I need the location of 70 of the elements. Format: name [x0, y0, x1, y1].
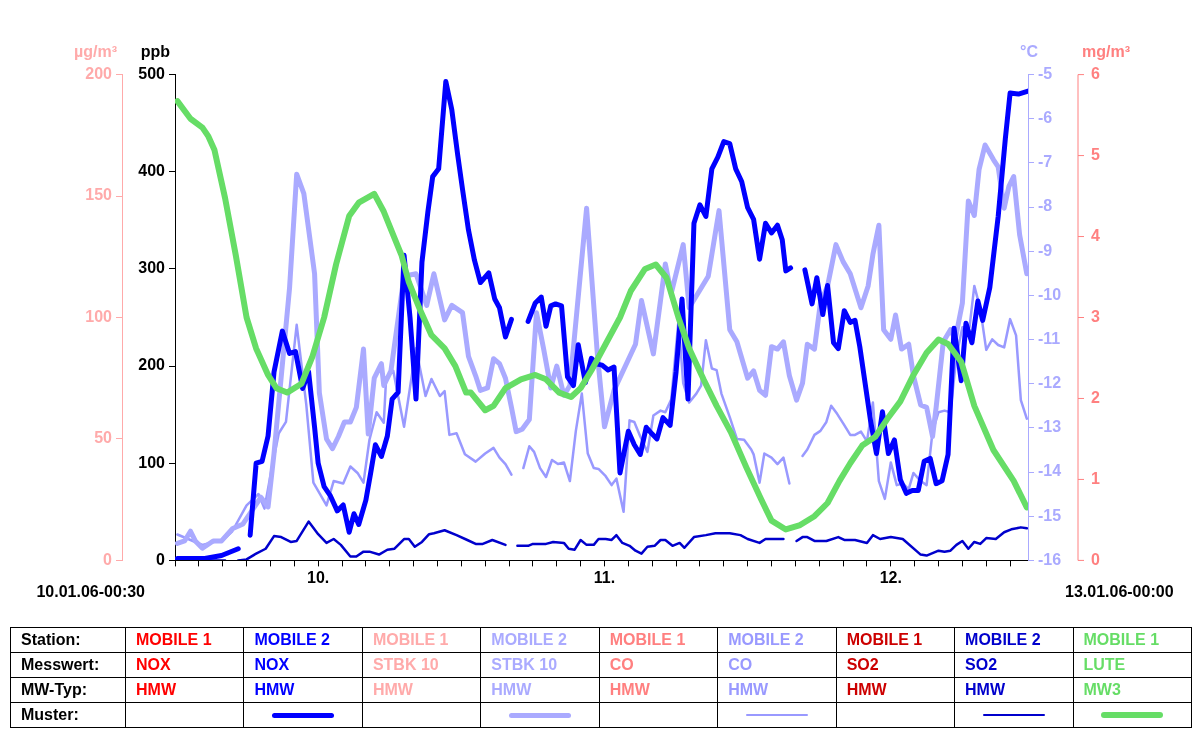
text: 13.01.06-00:00: [1065, 582, 1174, 600]
text: CO: [717, 652, 837, 678]
y3-tick-label: 3: [1091, 307, 1100, 325]
text: Messwert:: [10, 652, 126, 678]
y-tick-label: 500: [138, 65, 166, 83]
y-tick-label: 200: [138, 356, 166, 374]
y2-tick-label: 0: [103, 550, 113, 568]
y3-tick-label: 2: [1091, 388, 1100, 406]
y2-axis-title: µg/m³: [74, 43, 117, 61]
y3-tick-label: 5: [1091, 145, 1100, 163]
text: STBK 10: [362, 652, 481, 678]
y2-tick-label: 200: [85, 65, 113, 83]
y-tick-label: 100: [138, 453, 166, 471]
y-axis-title: °C: [1020, 43, 1039, 61]
y-tick-label: -15: [1038, 506, 1062, 524]
y-tick-label: 300: [138, 259, 166, 277]
y3-axis-title: mg/m³: [1082, 43, 1130, 61]
text: NOX: [125, 652, 244, 678]
text: HMW: [243, 677, 363, 703]
text: MOBILE 1: [836, 627, 955, 653]
x-tick-label: 11.: [593, 569, 616, 587]
text: MOBILE 2: [954, 627, 1073, 653]
text: NOX: [243, 652, 363, 678]
text: MOBILE 2: [480, 627, 600, 653]
y-tick-label: -5: [1038, 65, 1053, 83]
y3-tick-label: 0: [1091, 550, 1100, 568]
text: HMW: [125, 677, 244, 703]
text: MW3: [1073, 677, 1192, 703]
text: CO: [599, 652, 718, 678]
y-tick-label: -8: [1038, 197, 1053, 215]
y-tick-label: -9: [1038, 241, 1053, 259]
y-tick-label: -12: [1038, 374, 1062, 392]
text: MOBILE 1: [362, 627, 481, 653]
y-tick-label: -13: [1038, 418, 1062, 436]
text: HMW: [362, 677, 481, 703]
text: MOBILE 2: [243, 627, 363, 653]
text: MOBILE 1: [125, 627, 244, 653]
y2-tick-label: 50: [94, 429, 113, 447]
text: MOBILE 2: [717, 627, 837, 653]
y-tick-label: -16: [1038, 550, 1062, 568]
text: Muster:: [10, 702, 126, 728]
y-tick-label: 400: [138, 162, 166, 180]
y-tick-label: -11: [1038, 329, 1061, 347]
text: LUTE: [1073, 652, 1192, 678]
y-axis-title: ppb: [140, 43, 171, 61]
y-tick-label: -7: [1038, 153, 1053, 171]
text: HMW: [954, 677, 1073, 703]
y-tick-label: -6: [1038, 109, 1053, 127]
text: MOBILE 1: [1073, 627, 1192, 653]
text: HMW: [480, 677, 600, 703]
y3-tick-label: 6: [1091, 65, 1100, 83]
text: STBK 10: [480, 652, 600, 678]
y2-tick-label: 100: [85, 307, 113, 325]
text: SO2: [954, 652, 1073, 678]
y3-tick-label: 4: [1091, 226, 1100, 244]
text: Station:: [10, 627, 126, 653]
text: MOBILE 1: [599, 627, 718, 653]
text: HMW: [599, 677, 718, 703]
text: SO2: [836, 652, 955, 678]
text: HMW: [836, 677, 955, 703]
y-tick-label: 0: [156, 550, 166, 568]
y-tick-label: -10: [1038, 285, 1062, 303]
y2-tick-label: 150: [85, 186, 113, 204]
text: 10.01.06-00:30: [36, 582, 146, 600]
text: MW-Typ:: [10, 677, 126, 703]
y3-tick-label: 1: [1091, 469, 1100, 487]
x-tick-label: 10.: [307, 569, 330, 587]
text: HMW: [717, 677, 837, 703]
x-tick-label: 12.: [879, 569, 902, 587]
y-tick-label: -14: [1038, 462, 1062, 480]
